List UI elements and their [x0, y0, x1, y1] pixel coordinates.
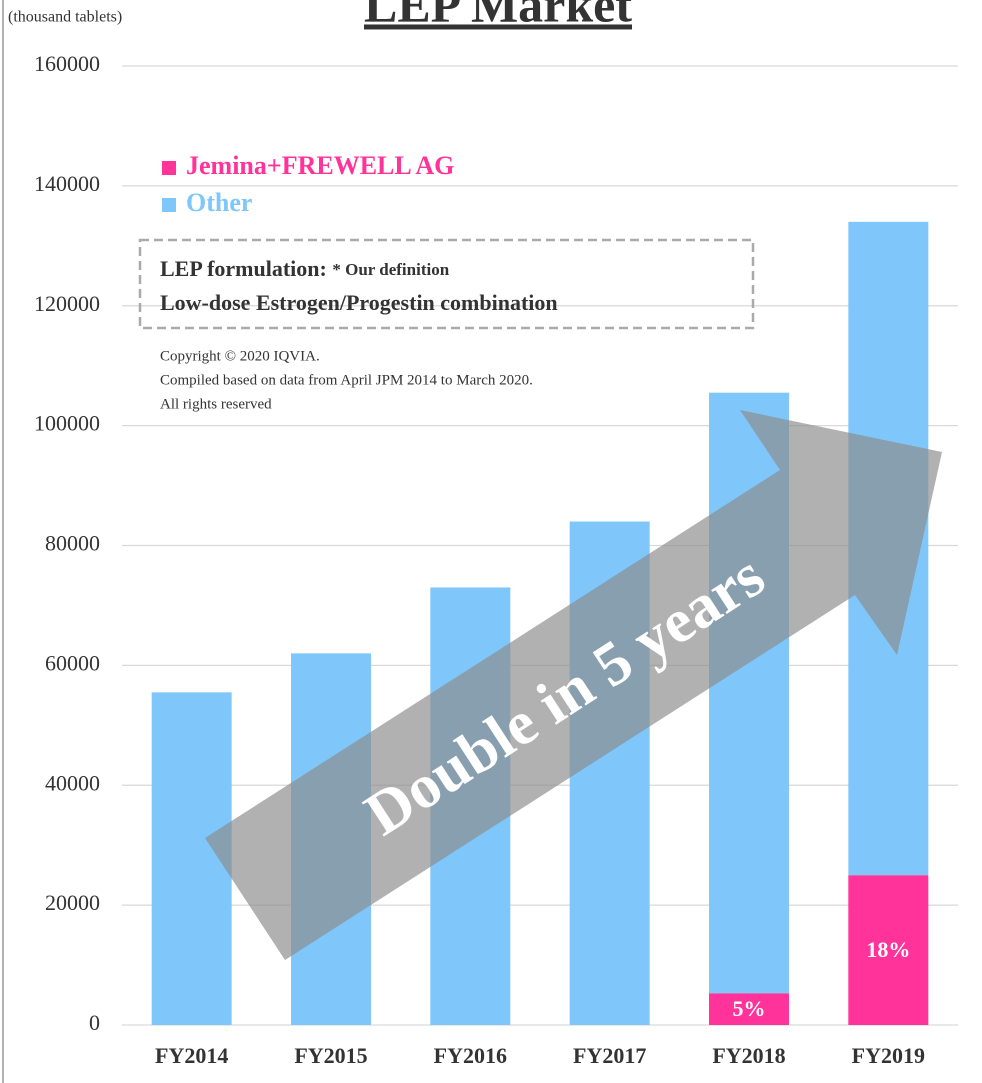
bar-segment	[848, 875, 929, 1025]
y-tick-label: 80000	[45, 531, 100, 556]
legend-swatch	[162, 198, 176, 212]
y-tick-label: 40000	[45, 770, 100, 795]
source-line: Copyright © 2020 IQVIA.	[160, 348, 320, 364]
x-tick-label: FY2015	[294, 1043, 367, 1068]
bar-segment	[709, 993, 789, 1025]
share-label: 18%	[866, 937, 910, 962]
y-tick-label: 120000	[34, 291, 100, 316]
definition-note: * Our definition	[332, 260, 449, 279]
y-tick-label: 160000	[34, 51, 100, 76]
x-tick-label: FY2017	[573, 1043, 646, 1068]
y-axis-label: (thousand tablets)	[8, 9, 122, 26]
legend-label: Jemina+FREWELL AG	[186, 151, 454, 180]
legend-swatch	[162, 161, 176, 175]
bar-segment	[151, 692, 232, 1025]
definition-title: LEP formulation:	[160, 256, 327, 281]
x-tick-label: FY2016	[434, 1043, 507, 1068]
legend-label: Other	[186, 188, 252, 217]
growth-arrow	[205, 410, 942, 960]
x-tick-label: FY2014	[155, 1043, 228, 1068]
definition-box	[138, 238, 755, 330]
y-tick-label: 0	[89, 1010, 100, 1035]
definition-text: Low-dose Estrogen/Progestin combination	[160, 290, 558, 315]
y-tick-label: 100000	[34, 411, 100, 436]
y-tick-label: 140000	[34, 171, 100, 196]
share-label: 5%	[733, 996, 766, 1021]
x-tick-label: FY2019	[852, 1043, 925, 1068]
source-line: All rights reserved	[160, 396, 272, 412]
y-tick-label: 60000	[45, 650, 100, 675]
svg-text:LEP formulation: * Our definit: LEP formulation: * Our definition	[160, 256, 450, 281]
chart-title: LEP Market	[364, 0, 632, 32]
x-tick-label: FY2018	[712, 1043, 785, 1068]
source-line: Compiled based on data from April JPM 20…	[160, 372, 533, 388]
y-tick-label: 20000	[45, 890, 100, 915]
